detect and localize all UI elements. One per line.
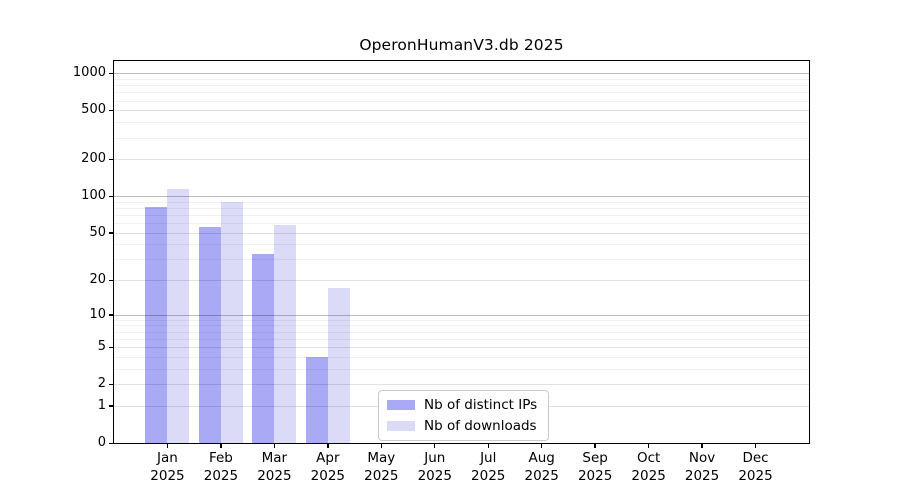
gridline	[114, 100, 809, 102]
y-tick-mark	[109, 314, 114, 316]
x-tick-mark	[273, 443, 276, 448]
legend-item-distinct-ips: Nb of distinct IPs	[387, 397, 537, 413]
gridline	[114, 92, 809, 94]
x-tick-label: Mar 2025	[257, 450, 292, 484]
y-tick-mark	[109, 72, 114, 75]
gridline	[114, 384, 809, 386]
x-tick-mark	[594, 443, 596, 448]
bar-downloads-jan	[167, 188, 190, 443]
y-tick-label: 500	[81, 102, 106, 118]
gridline	[114, 122, 809, 124]
bar-downloads-apr	[327, 288, 350, 443]
gridline	[114, 325, 809, 327]
x-tick-label: Oct 2025	[631, 450, 666, 484]
gridline	[114, 137, 809, 139]
x-tick-mark	[327, 443, 329, 448]
gridline	[114, 331, 809, 333]
bar-distinct-ips-apr	[305, 356, 328, 443]
gridline	[114, 110, 809, 112]
gridline	[114, 214, 809, 216]
x-tick-label: Sep 2025	[577, 450, 613, 484]
gridline	[114, 196, 809, 198]
y-tick-mark	[109, 442, 114, 444]
y-tick-label: 50	[89, 224, 106, 240]
gridline	[114, 232, 809, 234]
gridline	[114, 259, 809, 261]
gridline	[114, 314, 809, 316]
x-tick-label: Nov 2025	[684, 450, 720, 484]
legend-item-downloads: Nb of downloads	[387, 418, 537, 434]
legend-label-distinct-ips: Nb of distinct IPs	[424, 397, 538, 413]
y-tick-label: 0	[97, 435, 106, 450]
x-tick-label: May 2025	[364, 450, 399, 484]
y-tick-mark	[109, 232, 114, 234]
legend-label-downloads: Nb of downloads	[424, 418, 537, 434]
x-tick-mark	[701, 443, 703, 448]
y-tick-mark	[109, 279, 114, 281]
gridline	[114, 347, 809, 349]
x-tick-mark	[487, 443, 489, 448]
gridline	[114, 356, 809, 358]
gridline	[114, 368, 809, 370]
y-tick-label: 1000	[72, 65, 106, 81]
legend-swatch-downloads	[387, 421, 415, 431]
y-tick-mark	[109, 109, 114, 112]
gridline	[114, 319, 809, 321]
y-tick-label: 200	[81, 151, 106, 167]
gridline	[114, 207, 809, 209]
x-tick-mark	[166, 443, 169, 448]
gridline	[114, 244, 809, 246]
x-tick-mark	[220, 443, 222, 448]
legend-swatch-distinct-ips	[387, 400, 415, 410]
bar-distinct-ips-mar	[252, 254, 275, 443]
y-tick-mark	[109, 195, 114, 197]
x-tick-mark	[647, 443, 650, 448]
y-tick-label: 2	[97, 376, 106, 392]
y-tick-mark	[109, 405, 114, 407]
chart-title: OperonHumanV3.db 2025	[359, 36, 564, 54]
y-tick-mark	[109, 383, 114, 386]
gridline	[114, 78, 809, 80]
y-tick-label: 1	[97, 397, 106, 413]
x-tick-label: Jun 2025	[417, 450, 452, 484]
x-tick-label: Aug 2025	[524, 450, 559, 484]
x-tick-mark	[434, 443, 436, 448]
y-tick-label: 10	[89, 306, 106, 322]
bar-downloads-mar	[274, 224, 297, 443]
gridline	[114, 159, 809, 161]
bar-distinct-ips-jan	[145, 207, 168, 443]
gridline	[114, 280, 809, 282]
legend: Nb of distinct IPs Nb of downloads	[378, 390, 550, 441]
x-tick-mark	[380, 443, 382, 448]
x-tick-label: Feb 2025	[203, 450, 239, 484]
x-tick-mark	[754, 443, 757, 448]
gridline	[114, 338, 809, 340]
plot-area: Nb of distinct IPs Nb of downloads	[109, 60, 810, 448]
y-tick-label: 5	[97, 339, 106, 355]
y-tick-mark	[109, 346, 114, 349]
x-tick-label: Jul 2025	[471, 450, 506, 484]
bar-downloads-feb	[220, 201, 243, 443]
y-tick-mark	[109, 158, 114, 161]
gridline	[114, 201, 809, 203]
gridline	[114, 73, 809, 75]
gridline	[114, 223, 809, 225]
bar-distinct-ips-feb	[198, 226, 221, 443]
x-tick-label: Dec 2025	[738, 450, 773, 484]
x-tick-label: Jan 2025	[150, 450, 185, 484]
y-tick-label: 100	[81, 188, 106, 204]
y-tick-label: 20	[89, 272, 106, 288]
gridline	[114, 85, 809, 87]
x-tick-mark	[540, 443, 543, 448]
x-tick-label: Apr 2025	[310, 450, 346, 484]
